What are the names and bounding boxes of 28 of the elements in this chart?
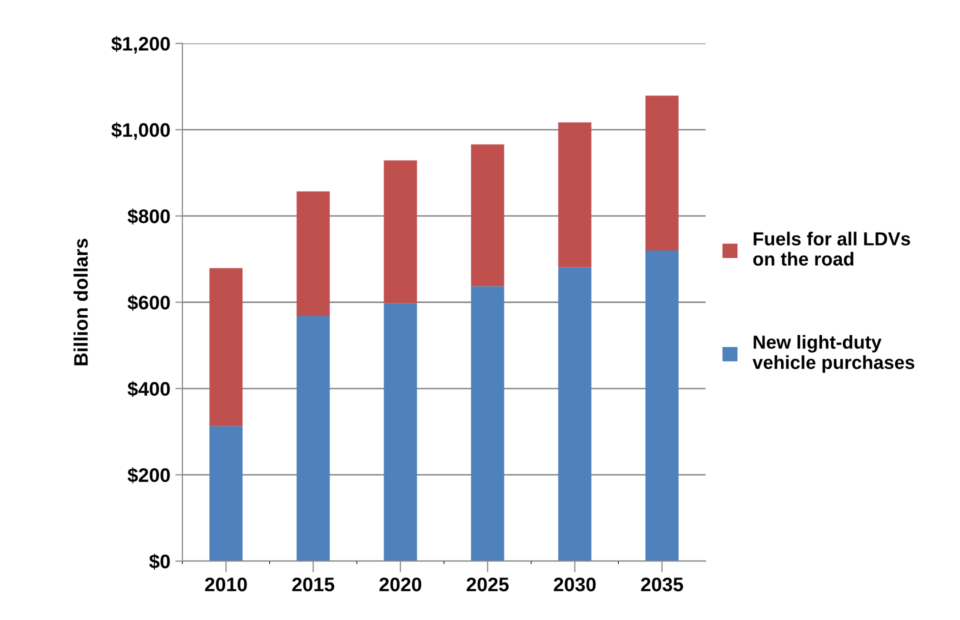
y-tick-label: $800 bbox=[128, 208, 170, 224]
x-tick-label: 2015 bbox=[292, 578, 334, 592]
bar bbox=[296, 316, 330, 562]
x-tick-label: 2030 bbox=[554, 578, 596, 592]
y-tick-label: $0 bbox=[149, 554, 170, 570]
y-tick-label: $1,200 bbox=[111, 36, 170, 54]
x-tick-label: 2025 bbox=[466, 578, 509, 592]
bar bbox=[645, 96, 679, 250]
bar bbox=[296, 191, 330, 316]
y-tick-label: $600 bbox=[128, 294, 170, 311]
y-axis-title: Billion dollars bbox=[74, 238, 88, 366]
bar bbox=[471, 286, 504, 562]
bar bbox=[209, 268, 243, 426]
x-tick-label: 2020 bbox=[379, 578, 422, 592]
bar bbox=[384, 160, 417, 304]
bar bbox=[558, 267, 592, 562]
y-tick-label: $400 bbox=[128, 381, 170, 398]
bar bbox=[558, 122, 592, 268]
bar bbox=[209, 426, 243, 562]
legend-label: Fuels for all LDVs on the road bbox=[753, 232, 910, 266]
x-tick-label: 2010 bbox=[205, 578, 247, 592]
y-tick-label: $200 bbox=[128, 467, 170, 484]
bar bbox=[471, 144, 504, 286]
legend-label: New light-duty vehicle purchases bbox=[752, 335, 914, 373]
bar bbox=[384, 303, 417, 562]
y-tick-label: $1,000 bbox=[111, 122, 170, 140]
x-tick-label: 2035 bbox=[641, 578, 684, 592]
bar bbox=[645, 250, 679, 562]
